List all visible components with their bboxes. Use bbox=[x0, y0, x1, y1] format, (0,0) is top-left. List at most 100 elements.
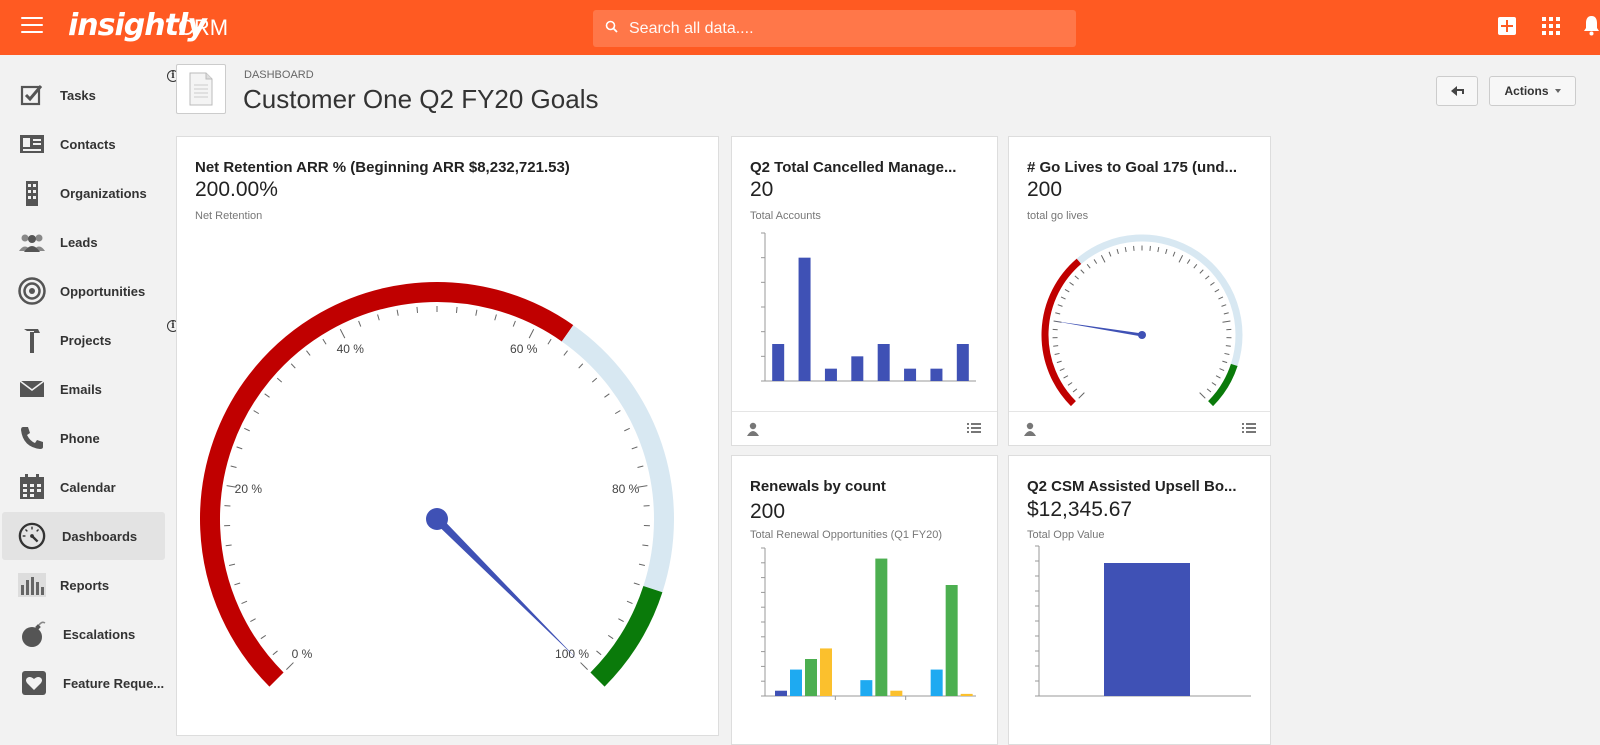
sidebar-item-projects[interactable]: Projects bbox=[0, 316, 165, 364]
sidebar-item-calendar[interactable]: Calendar bbox=[0, 463, 165, 511]
gauge-tick bbox=[596, 651, 601, 655]
gauge-tick bbox=[397, 310, 398, 316]
gauge-tick bbox=[1212, 382, 1216, 385]
breadcrumb[interactable]: DASHBOARD bbox=[244, 69, 314, 81]
sidebar-item-label: Leads bbox=[60, 235, 98, 250]
add-icon[interactable] bbox=[1497, 16, 1517, 36]
gauge-tick bbox=[231, 466, 237, 467]
bell-icon[interactable] bbox=[1583, 15, 1600, 37]
bar bbox=[772, 344, 784, 381]
gauge-tick bbox=[1101, 255, 1105, 262]
gauge-band-1 bbox=[568, 333, 664, 589]
bar bbox=[904, 369, 916, 381]
gauge-tick bbox=[277, 378, 282, 382]
sidebar-item-dashboards[interactable]: Dashboards bbox=[2, 512, 165, 560]
gauge-tick bbox=[632, 447, 638, 449]
gauge-tick bbox=[1226, 346, 1231, 347]
gauge-tick bbox=[226, 545, 232, 546]
gauge-tick bbox=[1058, 305, 1063, 307]
gauge-tick bbox=[564, 351, 568, 356]
user-icon[interactable] bbox=[746, 422, 760, 436]
sidebar-item-feature-requests[interactable]: Feature Reque... bbox=[0, 659, 165, 707]
sidebar-item-label: Projects bbox=[60, 333, 111, 348]
net-retention-card[interactable]: Net Retention ARR % (Beginning ARR $8,23… bbox=[176, 136, 719, 736]
gauge-tick bbox=[1065, 289, 1069, 292]
sidebar-item-label: Feature Reque... bbox=[63, 676, 164, 691]
bar bbox=[961, 694, 973, 696]
upsell-card[interactable]: Q2 CSM Assisted Upsell Bo... $12,345.67 … bbox=[1008, 455, 1271, 745]
gauge-hub bbox=[1138, 331, 1146, 339]
net-retention-gauge: 0 %20 %40 %60 %80 %100 % bbox=[177, 137, 719, 736]
gauge-band-1 bbox=[1079, 238, 1239, 365]
bar bbox=[1104, 563, 1190, 696]
gauge-tick bbox=[1218, 297, 1223, 299]
calendar-icon bbox=[18, 473, 46, 501]
search-box[interactable] bbox=[593, 10, 1076, 47]
gauge-tick bbox=[1061, 297, 1066, 299]
gauge-tick-label: 60 % bbox=[510, 342, 538, 356]
gauge-tick bbox=[529, 329, 534, 338]
bar bbox=[860, 680, 872, 696]
search-input[interactable] bbox=[629, 10, 1059, 47]
sidebar-item-label: Organizations bbox=[60, 186, 147, 201]
sidebar-item-escalations[interactable]: Escalations bbox=[0, 610, 165, 658]
back-button[interactable] bbox=[1436, 76, 1478, 106]
apps-grid-icon[interactable] bbox=[1541, 16, 1561, 36]
heart-icon bbox=[20, 669, 48, 697]
sidebar-item-contacts[interactable]: Contacts bbox=[0, 120, 165, 168]
gauge-tick bbox=[1179, 255, 1183, 262]
gauge-tick bbox=[1073, 389, 1077, 392]
sidebar-item-organizations[interactable]: Organizations bbox=[0, 169, 165, 217]
checkbox-icon bbox=[18, 81, 46, 109]
sidebar-item-opportunities[interactable]: Opportunities bbox=[0, 267, 165, 315]
sidebar-item-tasks[interactable]: Tasks bbox=[0, 71, 165, 119]
gauge-tick bbox=[306, 351, 310, 356]
bar-chart-icon bbox=[18, 571, 46, 599]
bar bbox=[875, 559, 887, 696]
bar bbox=[775, 691, 787, 696]
user-icon[interactable] bbox=[1023, 422, 1037, 436]
gauge-tick bbox=[273, 651, 278, 655]
gauge-needle bbox=[434, 516, 577, 659]
gauge-tick-label: 80 % bbox=[612, 482, 640, 496]
renewals-card[interactable]: Renewals by count 200 Total Renewal Oppo… bbox=[731, 455, 998, 745]
gauge-tick bbox=[1081, 270, 1084, 274]
page-title: Customer One Q2 FY20 Goals bbox=[243, 84, 598, 115]
sidebar-item-emails[interactable]: Emails bbox=[0, 365, 165, 413]
list-icon[interactable] bbox=[1242, 422, 1256, 436]
sidebar-item-label: Tasks bbox=[60, 88, 96, 103]
menu-icon[interactable] bbox=[21, 17, 43, 35]
gauge-tick bbox=[1222, 321, 1230, 322]
list-icon[interactable] bbox=[967, 422, 981, 436]
gauge-tick bbox=[1117, 249, 1118, 254]
upsell-bar-chart bbox=[1009, 456, 1271, 745]
bar bbox=[878, 344, 890, 381]
go-lives-gauge bbox=[1009, 137, 1271, 413]
bar bbox=[820, 648, 832, 696]
bar bbox=[931, 670, 943, 696]
gauge-tick bbox=[378, 314, 380, 320]
hammer-icon bbox=[18, 326, 46, 354]
sidebar-item-reports[interactable]: Reports bbox=[0, 561, 165, 609]
sidebar-item-phone[interactable]: Phone bbox=[0, 414, 165, 462]
bar bbox=[805, 659, 817, 696]
sidebar-item-label: Contacts bbox=[60, 137, 116, 152]
sidebar-item-leads[interactable]: Leads bbox=[0, 218, 165, 266]
go-lives-card[interactable]: # Go Lives to Goal 175 (und... 200 total… bbox=[1008, 136, 1271, 446]
gauge-tick bbox=[1200, 270, 1203, 274]
gauge-tick bbox=[513, 321, 515, 327]
gauge-tick-label: 0 % bbox=[292, 647, 313, 661]
gauge-tick bbox=[1075, 276, 1079, 279]
gauge-tick bbox=[1158, 247, 1159, 252]
gauge-tick bbox=[1205, 276, 1209, 279]
actions-button[interactable]: Actions bbox=[1489, 76, 1576, 106]
gauge-tick bbox=[1215, 289, 1219, 292]
gauge-tick bbox=[340, 329, 345, 338]
cancelled-accounts-card[interactable]: Q2 Total Cancelled Manage... 20 Total Ac… bbox=[731, 136, 998, 446]
sidebar-item-label: Opportunities bbox=[60, 284, 145, 299]
sidebar-item-label: Reports bbox=[60, 578, 109, 593]
gauge-tick bbox=[265, 394, 270, 398]
gauge-tick bbox=[1068, 382, 1072, 385]
gauge-icon bbox=[18, 522, 46, 550]
gauge-tick bbox=[1057, 361, 1062, 363]
